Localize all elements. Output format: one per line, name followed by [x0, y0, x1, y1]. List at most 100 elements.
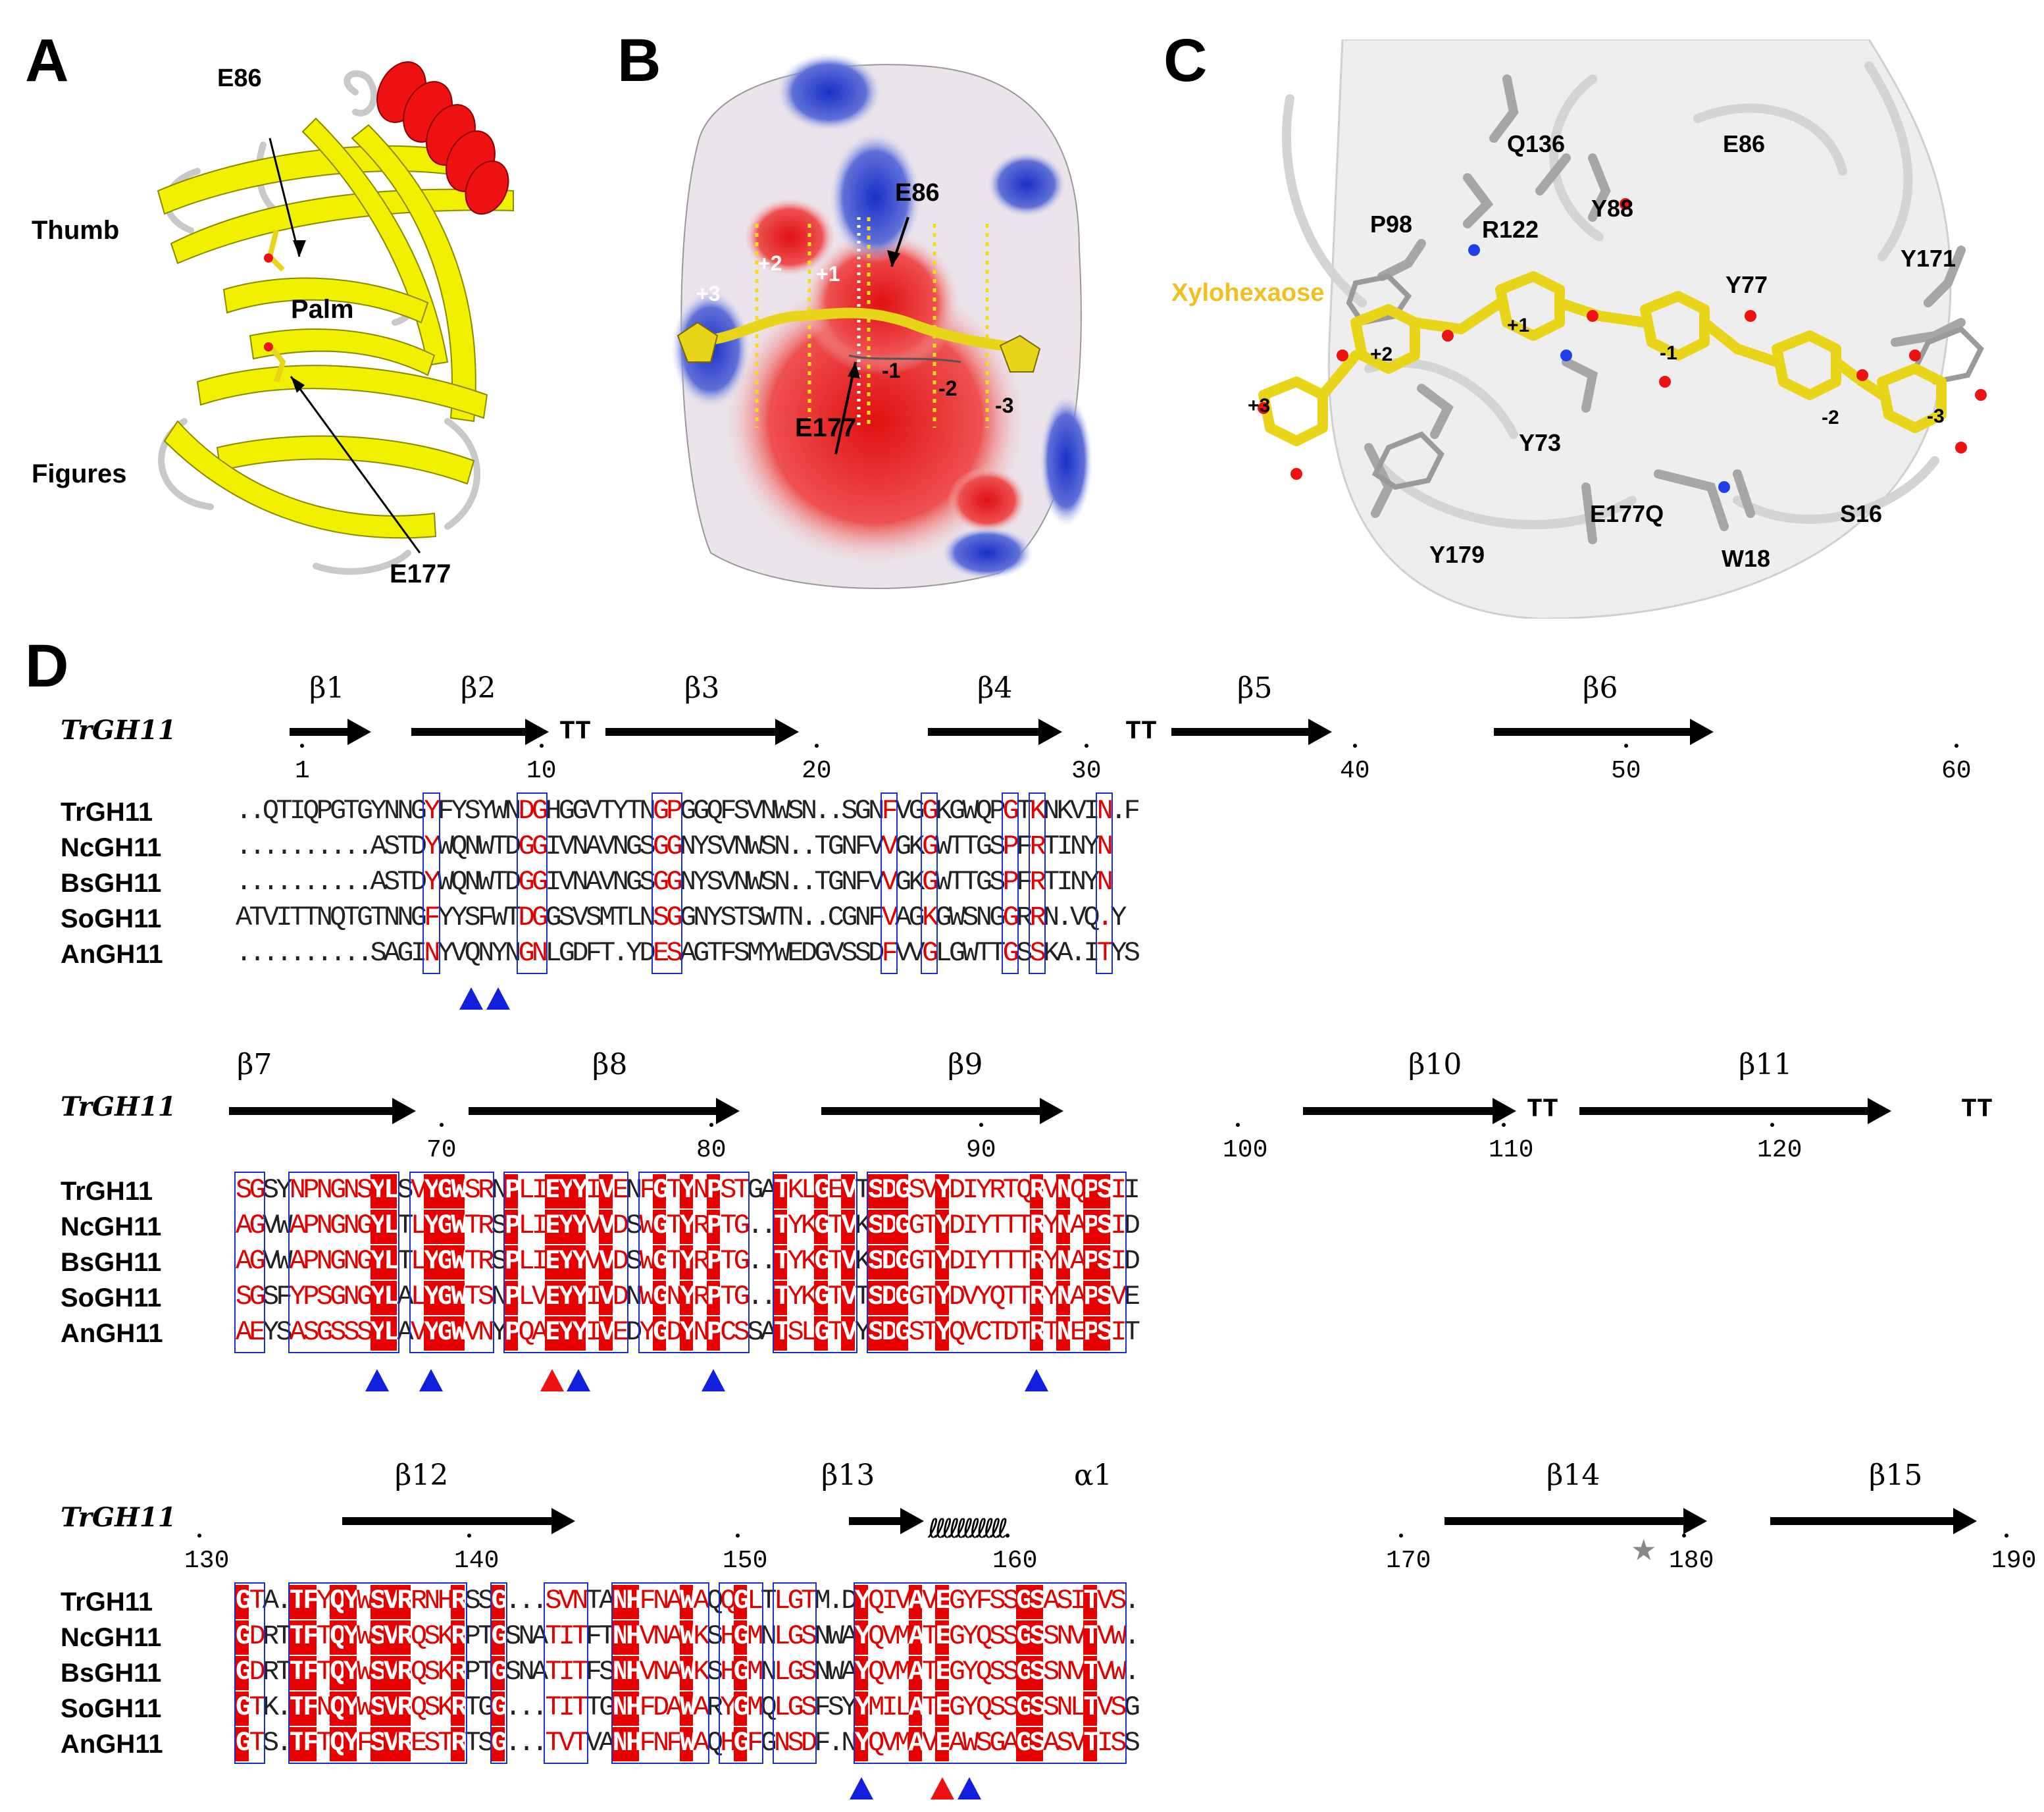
position-tick	[979, 1123, 983, 1127]
conservation-box	[234, 1172, 265, 1353]
residue: .	[262, 937, 280, 969]
residue: .	[316, 937, 333, 969]
residue: N	[1069, 866, 1087, 898]
ss-element-label: β12	[395, 1459, 449, 1492]
residue: Q	[464, 937, 481, 969]
ss-element-label: β14	[1546, 1459, 1600, 1492]
label-figures: Figures	[32, 459, 127, 488]
ss-arrow	[1444, 1517, 1685, 1525]
residue: I	[1123, 1174, 1140, 1206]
label-s16: S16	[1840, 500, 1883, 527]
residue: N	[1069, 831, 1087, 862]
ss-element-label: α1	[1074, 1459, 1112, 1492]
residue: T	[814, 866, 831, 898]
position-number: 20	[802, 757, 832, 785]
residue: N	[774, 831, 791, 862]
residue: .	[531, 1727, 549, 1759]
residue: Q	[706, 795, 723, 827]
residue: G	[975, 866, 992, 898]
residue: T	[276, 1656, 293, 1688]
label-e177-a: E177	[390, 559, 451, 588]
ss-element-label: β3	[684, 671, 720, 705]
ss-arrow-head	[551, 1508, 575, 1534]
residue: Y	[451, 795, 468, 827]
ss-arrow-head	[1493, 1098, 1516, 1124]
residue: V	[747, 795, 764, 827]
residue: T	[962, 866, 979, 898]
residue: W	[276, 1245, 293, 1277]
residue: G	[626, 831, 643, 862]
residue: Q	[330, 902, 347, 933]
position-number: 170	[1386, 1547, 1431, 1575]
residue: F	[720, 937, 737, 969]
residue: D	[572, 937, 589, 969]
residue: I	[289, 795, 307, 827]
conservation-box	[719, 1582, 763, 1764]
residue: T	[491, 866, 508, 898]
residue: N	[518, 1620, 535, 1652]
residue: N	[854, 902, 871, 933]
residue: T	[599, 795, 616, 827]
label-e86-c: E86	[1723, 130, 1766, 157]
residue: G	[599, 1692, 616, 1723]
residue: W	[827, 1656, 845, 1688]
residue: Y	[276, 1174, 293, 1206]
binding-residue-marker-icon	[957, 1777, 981, 1799]
residue: .	[518, 1727, 535, 1759]
residue: A	[841, 1620, 858, 1652]
sequence-name: SoGH11	[61, 904, 162, 933]
residue: .	[316, 831, 333, 862]
residue: V	[558, 866, 576, 898]
binding-residue-marker-icon	[419, 1369, 443, 1391]
residue: W	[491, 795, 508, 827]
residue: T	[343, 902, 360, 933]
residue: S	[1123, 1727, 1140, 1759]
residue: V	[572, 902, 589, 933]
residue: V	[827, 937, 845, 969]
residue: T	[370, 902, 387, 933]
sequence-name: SoGH11	[61, 1694, 162, 1723]
label-c-minus1: -1	[1660, 342, 1677, 364]
residue: W	[948, 902, 966, 933]
residue: Y	[1110, 902, 1127, 933]
conservation-box	[409, 1172, 494, 1353]
conservation-box	[638, 1172, 750, 1353]
sequence-name: BsGH11	[61, 1248, 162, 1277]
residue: .	[236, 866, 253, 898]
residue: I	[1056, 866, 1073, 898]
residue: G	[841, 902, 858, 933]
residue: .	[357, 937, 374, 969]
residue: G	[948, 937, 966, 969]
ss-arrow	[928, 728, 1040, 736]
residue: T	[989, 937, 1006, 969]
residue: G	[357, 902, 374, 933]
residue: .	[289, 866, 307, 898]
residue: T	[599, 937, 616, 969]
sequence-name: AnGH11	[61, 1730, 163, 1759]
label-c-minus2: -2	[1822, 407, 1839, 428]
panel-b-surface	[658, 53, 1106, 592]
residue: Y	[1083, 831, 1100, 862]
residue: Y	[706, 902, 723, 933]
residue: .	[289, 831, 307, 862]
conservation-box	[853, 1582, 1127, 1764]
binding-residue-marker-icon	[365, 1369, 389, 1391]
ss-arrow	[411, 728, 526, 736]
residue: S	[706, 866, 723, 898]
conservation-box	[867, 1172, 1127, 1353]
residue: N	[383, 795, 401, 827]
residue: D	[868, 937, 885, 969]
residue: V	[585, 795, 602, 827]
label-b-minus3: -3	[995, 394, 1014, 417]
residue: .	[276, 937, 293, 969]
binding-residue-marker-icon	[459, 987, 483, 1010]
residue: .	[303, 831, 320, 862]
residue: W	[679, 1585, 696, 1619]
ss-arrow-head	[716, 1098, 740, 1124]
ss-arrow-head	[1683, 1508, 1707, 1534]
residue: F	[854, 866, 871, 898]
residue: D	[639, 937, 656, 969]
residue: .	[531, 1585, 549, 1617]
residue: Q	[303, 795, 320, 827]
residue: N	[397, 902, 414, 933]
